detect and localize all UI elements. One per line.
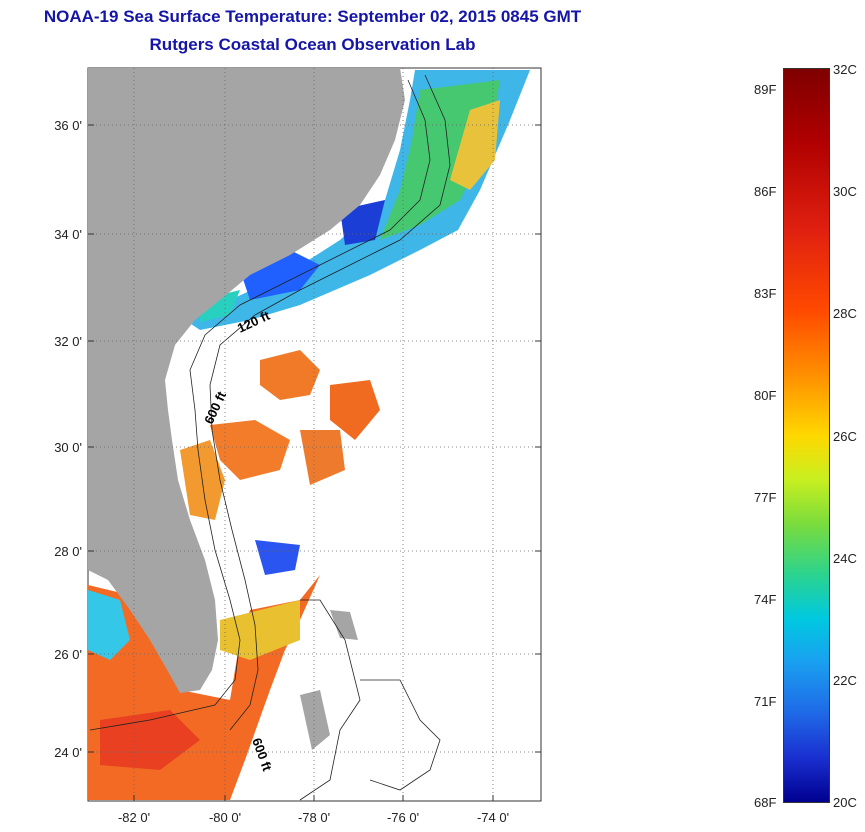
land-mass <box>88 68 405 693</box>
lat-label: 26 0' <box>54 647 82 662</box>
lat-label: 28 0' <box>54 544 82 559</box>
colorbar-f-label: 77F <box>754 490 777 505</box>
lat-label: 32 0' <box>54 334 82 349</box>
lon-label: -78 0' <box>298 810 330 825</box>
colorbar-c-label: 32C <box>833 62 857 77</box>
lon-label: -82 0' <box>118 810 150 825</box>
colorbar-f-label: 89F <box>754 82 777 97</box>
colorbar-f-label: 80F <box>754 388 777 403</box>
sst-warm-central <box>180 350 380 575</box>
chart-subtitle: Rutgers Coastal Ocean Observation Lab <box>149 35 476 54</box>
colorbar-c-label: 30C <box>833 184 857 199</box>
island <box>300 690 330 750</box>
temperature-colorbar <box>783 68 830 803</box>
colorbar-f-label: 71F <box>754 694 777 709</box>
chart-title: NOAA-19 Sea Surface Temperature: Septemb… <box>43 7 582 26</box>
colorbar-c-label: 28C <box>833 306 857 321</box>
colorbar-f-label: 74F <box>754 592 777 607</box>
lon-label: -74 0' <box>477 810 509 825</box>
colorbar-c-label: 20C <box>833 795 857 810</box>
bathymetry-contours <box>89 74 451 801</box>
island <box>330 610 358 640</box>
lat-label: 30 0' <box>54 440 82 455</box>
lon-label: -76 0' <box>387 810 419 825</box>
colorbar-f-label: 68F <box>754 795 777 810</box>
lat-label: 34 0' <box>54 227 82 242</box>
colorbar-c-label: 24C <box>833 551 857 566</box>
tick-marks <box>88 124 541 801</box>
colorbar-f-label: 86F <box>754 184 777 199</box>
lat-label: 24 0' <box>54 745 82 760</box>
colorbar-f-label: 83F <box>754 286 777 301</box>
colorbar-c-label: 26C <box>833 429 857 444</box>
colorbar-c-label: 22C <box>833 673 857 688</box>
lat-label: 36 0' <box>54 118 82 133</box>
lon-label: -80 0' <box>209 810 241 825</box>
